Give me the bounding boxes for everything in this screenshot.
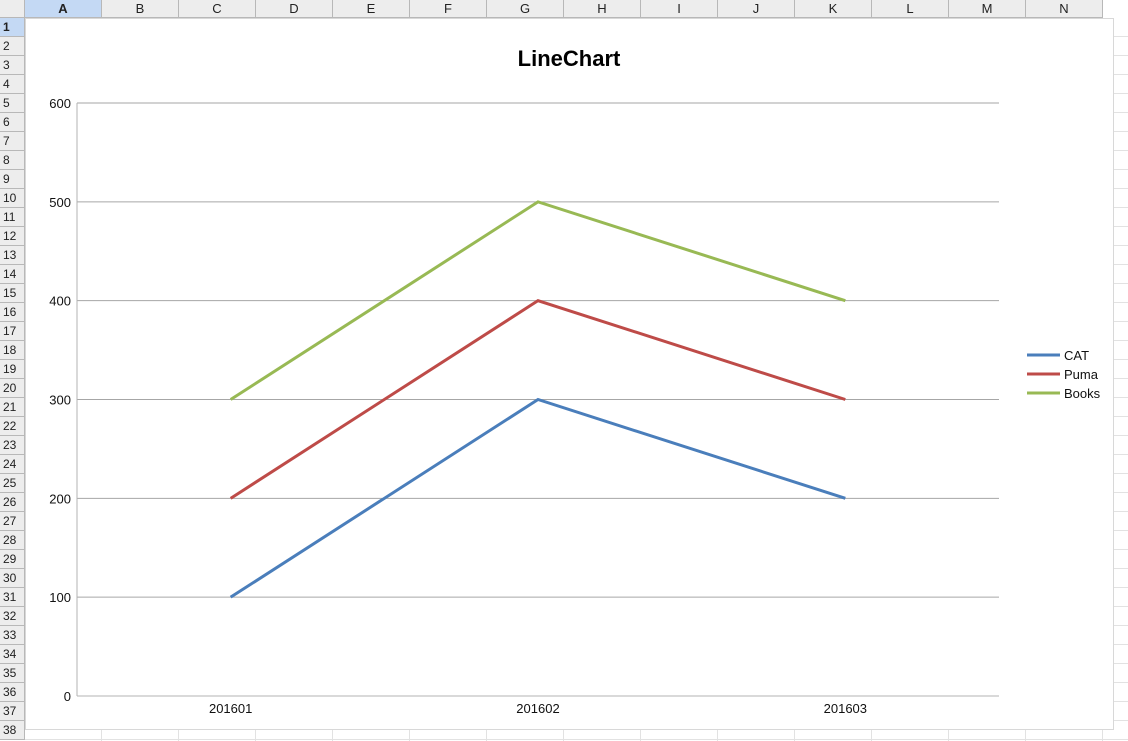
column-header-n[interactable]: N [1026, 0, 1103, 18]
row-header-34[interactable]: 34 [0, 645, 25, 664]
column-header-d[interactable]: D [256, 0, 333, 18]
row-header-16[interactable]: 16 [0, 303, 25, 322]
column-header-b[interactable]: B [102, 0, 179, 18]
column-header-a[interactable]: A [25, 0, 102, 18]
row-header-15[interactable]: 15 [0, 284, 25, 303]
row-header-14[interactable]: 14 [0, 265, 25, 284]
series-lines [229, 200, 846, 599]
column-header-c[interactable]: C [179, 0, 256, 18]
row-header-37[interactable]: 37 [0, 702, 25, 721]
row-header-30[interactable]: 30 [0, 569, 25, 588]
row-header-35[interactable]: 35 [0, 664, 25, 683]
x-tick-label: 201601 [209, 701, 252, 716]
row-header-12[interactable]: 12 [0, 227, 25, 246]
row-header-21[interactable]: 21 [0, 398, 25, 417]
row-header-6[interactable]: 6 [0, 113, 25, 132]
legend-label-cat: CAT [1064, 348, 1089, 363]
column-header-j[interactable]: J [718, 0, 795, 18]
row-header-25[interactable]: 25 [0, 474, 25, 493]
row-header-28[interactable]: 28 [0, 531, 25, 550]
row-header-33[interactable]: 33 [0, 626, 25, 645]
chart-title: LineChart [518, 46, 621, 71]
y-tick-label: 300 [49, 393, 71, 408]
series-line-cat [229, 397, 846, 599]
row-header-24[interactable]: 24 [0, 455, 25, 474]
x-axis-ticks: 201601 201602 201603 [209, 701, 867, 716]
row-header-5[interactable]: 5 [0, 94, 25, 113]
legend-label-puma: Puma [1064, 367, 1099, 382]
y-tick-label: 500 [49, 195, 71, 210]
row-header-4[interactable]: 4 [0, 75, 25, 94]
column-header-i[interactable]: I [641, 0, 718, 18]
row-header-26[interactable]: 26 [0, 493, 25, 512]
row-header-20[interactable]: 20 [0, 379, 25, 398]
column-header-f[interactable]: F [410, 0, 487, 18]
y-tick-label: 0 [64, 689, 71, 704]
row-header-19[interactable]: 19 [0, 360, 25, 379]
y-tick-label: 600 [49, 96, 71, 111]
row-header-11[interactable]: 11 [0, 208, 25, 227]
row-header-10[interactable]: 10 [0, 189, 25, 208]
column-header-m[interactable]: M [949, 0, 1026, 18]
row-header-18[interactable]: 18 [0, 341, 25, 360]
y-tick-label: 100 [49, 590, 71, 605]
row-header-8[interactable]: 8 [0, 151, 25, 170]
row-header-29[interactable]: 29 [0, 550, 25, 569]
legend: CAT Puma Books [1027, 348, 1101, 401]
row-header-1[interactable]: 1 [0, 18, 25, 37]
y-axis-ticks: 0 100 200 300 400 500 600 [49, 96, 71, 704]
row-header-13[interactable]: 13 [0, 246, 25, 265]
row-header-7[interactable]: 7 [0, 132, 25, 151]
series-line-puma [229, 299, 846, 500]
column-header-k[interactable]: K [795, 0, 872, 18]
row-header-27[interactable]: 27 [0, 512, 25, 531]
row-header-3[interactable]: 3 [0, 56, 25, 75]
column-header-l[interactable]: L [872, 0, 949, 18]
column-header-g[interactable]: G [487, 0, 564, 18]
legend-label-books: Books [1064, 386, 1101, 401]
column-header-e[interactable]: E [333, 0, 410, 18]
select-all-corner[interactable] [0, 0, 25, 18]
row-header-2[interactable]: 2 [0, 37, 25, 56]
row-header-22[interactable]: 22 [0, 417, 25, 436]
row-header-36[interactable]: 36 [0, 683, 25, 702]
line-chart[interactable]: LineChart 0 100 200 300 400 500 600 201601 2016… [25, 18, 1114, 730]
x-tick-label: 201602 [516, 701, 559, 716]
x-tick-label: 201603 [824, 701, 867, 716]
row-header-23[interactable]: 23 [0, 436, 25, 455]
row-header-32[interactable]: 32 [0, 607, 25, 626]
y-tick-label: 200 [49, 491, 71, 506]
row-gridline [25, 739, 1128, 740]
y-tick-label: 400 [49, 294, 71, 309]
row-header-38[interactable]: 38 [0, 721, 25, 740]
row-header-17[interactable]: 17 [0, 322, 25, 341]
row-header-9[interactable]: 9 [0, 170, 25, 189]
row-header-31[interactable]: 31 [0, 588, 25, 607]
series-line-books [229, 200, 846, 401]
column-header-h[interactable]: H [564, 0, 641, 18]
